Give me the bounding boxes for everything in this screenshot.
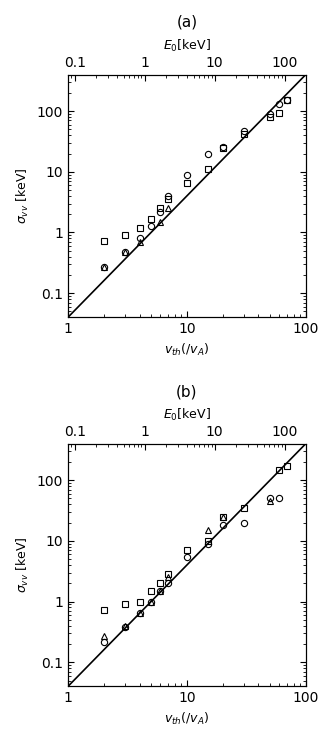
Title: (b): (b) bbox=[176, 384, 198, 399]
X-axis label: $E_0$[keV]: $E_0$[keV] bbox=[163, 38, 211, 54]
X-axis label: $v_{th}(/v_A)$: $v_{th}(/v_A)$ bbox=[164, 342, 209, 358]
Title: (a): (a) bbox=[176, 15, 197, 30]
Y-axis label: $\sigma_{vv}$ [keV]: $\sigma_{vv}$ [keV] bbox=[15, 168, 31, 224]
X-axis label: $E_0$[keV]: $E_0$[keV] bbox=[163, 407, 211, 424]
Y-axis label: $\sigma_{vv}$ [keV]: $\sigma_{vv}$ [keV] bbox=[15, 536, 31, 594]
X-axis label: $v_{th}(/v_A)$: $v_{th}(/v_A)$ bbox=[164, 711, 209, 727]
